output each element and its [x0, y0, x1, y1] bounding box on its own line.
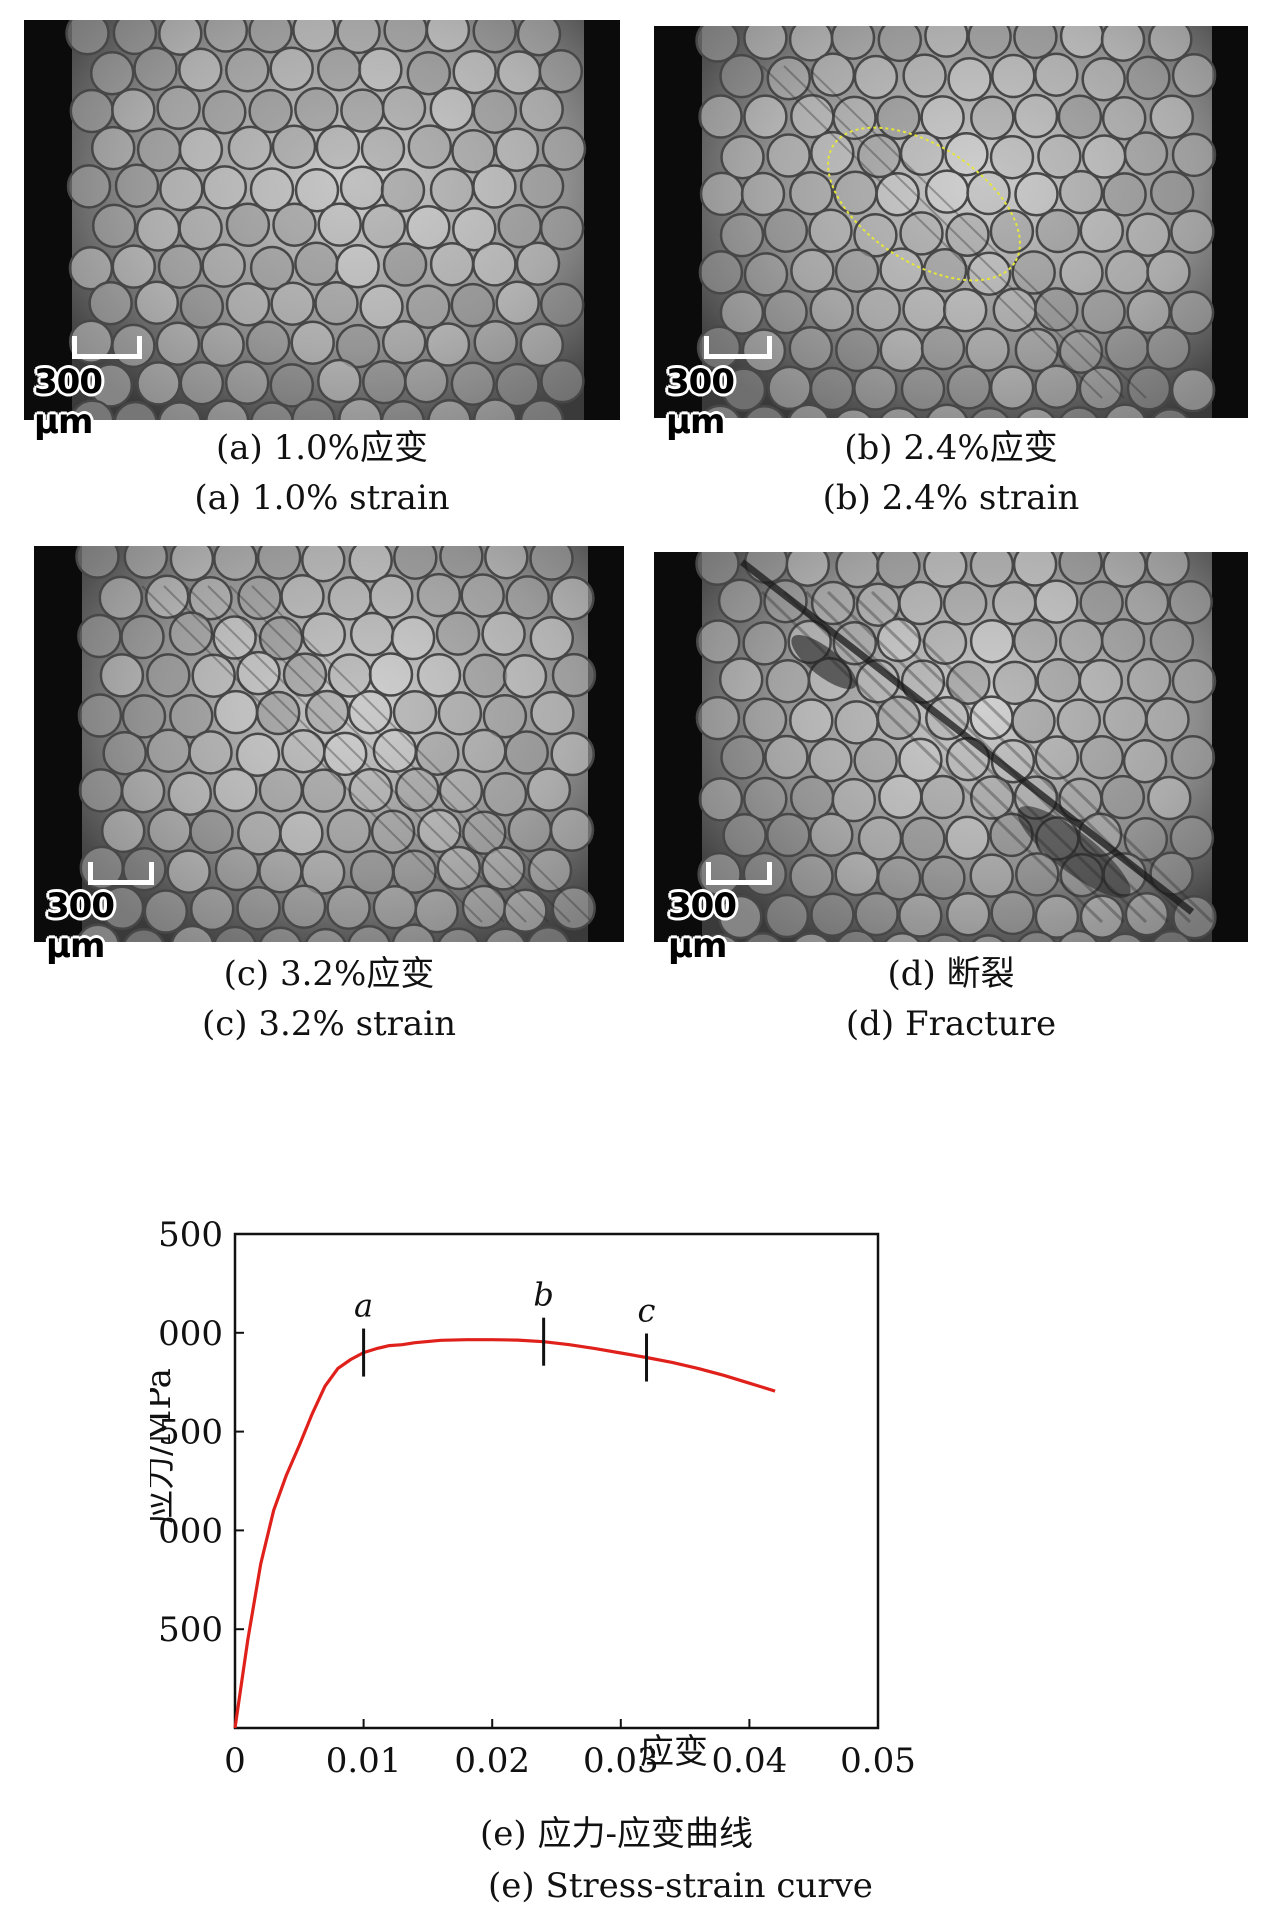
- scale-bar-a: [72, 336, 142, 359]
- micrograph-image-c: [34, 546, 624, 942]
- caption-d-en: (d) Fracture: [845, 1004, 1057, 1044]
- caption-a-en: (a) 1.0% strain: [194, 478, 450, 518]
- y-tick-label: 2 500: [150, 1215, 223, 1255]
- caption-b-en: (b) 2.4% strain: [822, 478, 1080, 518]
- chart-series: [233, 1338, 776, 1729]
- scale-bar-c: [88, 862, 154, 885]
- chart-caption-en: (e) Stress-strain curve: [488, 1866, 873, 1906]
- chart-markers: a b c: [354, 1276, 656, 1382]
- y-axis-label: 应力/MPa: [150, 1368, 179, 1524]
- fiber-pattern: [695, 26, 1217, 418]
- caption-b-cn: (b) 2.4%应变: [844, 428, 1058, 468]
- caption-d-cn: (d) 断裂: [887, 954, 1015, 994]
- chart-axes: [233, 1232, 880, 1730]
- scale-label-b: 300 μm: [666, 362, 735, 442]
- y-tick-label: 2 000: [150, 1314, 223, 1354]
- caption-a-cn: (a) 1.0%应变: [216, 428, 428, 468]
- stress-strain-line: [233, 1338, 776, 1729]
- micrograph-image-d: [654, 552, 1248, 942]
- chart-caption-cn: (e) 应力-应变曲线: [480, 1814, 753, 1854]
- fiber-pattern: [695, 552, 1217, 942]
- scale-bar-d: [706, 862, 772, 885]
- micrograph-image-b: [654, 26, 1248, 418]
- stress-strain-chart: 0 0.01 0.02 0.03 0.04 0.05 500 1 000 1 500 2 000 2…: [150, 1215, 916, 1781]
- scale-bar-b: [704, 336, 772, 359]
- marker-label-b: b: [533, 1276, 553, 1314]
- fiber-pattern: [75, 546, 597, 942]
- micrograph-d: [654, 552, 1248, 942]
- x-tick-label: 0.02: [454, 1741, 530, 1781]
- y-tick-label: 1 000: [150, 1511, 223, 1551]
- x-tick-label: 0.01: [326, 1741, 402, 1781]
- x-tick-label: 0.03: [583, 1741, 659, 1781]
- scale-label-c: 300 μm: [46, 886, 115, 966]
- x-axis-label: 应变: [640, 1732, 708, 1772]
- micrograph-b: [654, 26, 1248, 418]
- micrograph-c: [34, 546, 624, 942]
- marker-label-a: a: [354, 1287, 373, 1325]
- y-tick-label: 1 500: [150, 1413, 223, 1453]
- scale-label-d: 300 μm: [668, 886, 737, 966]
- y-tick-label: 500: [158, 1610, 223, 1650]
- chart-ticks: 0 0.01 0.02 0.03 0.04 0.05 500 1 000 1 500 2 000 2…: [150, 1215, 916, 1781]
- micrograph-image-a: [24, 20, 620, 420]
- marker-label-c: c: [638, 1292, 656, 1330]
- scale-label-a: 300 μm: [34, 362, 103, 442]
- caption-c-en: (c) 3.2% strain: [202, 1004, 456, 1044]
- x-tick-label: 0: [224, 1741, 246, 1781]
- caption-c-cn: (c) 3.2%应变: [223, 954, 435, 994]
- plot-frame: [233, 1232, 880, 1730]
- fiber-pattern: [65, 20, 587, 420]
- highlight-ellipse: [827, 126, 1021, 282]
- x-tick-label: 0.04: [712, 1741, 788, 1781]
- micrograph-a: [24, 20, 620, 420]
- x-tick-label: 0.05: [840, 1741, 916, 1781]
